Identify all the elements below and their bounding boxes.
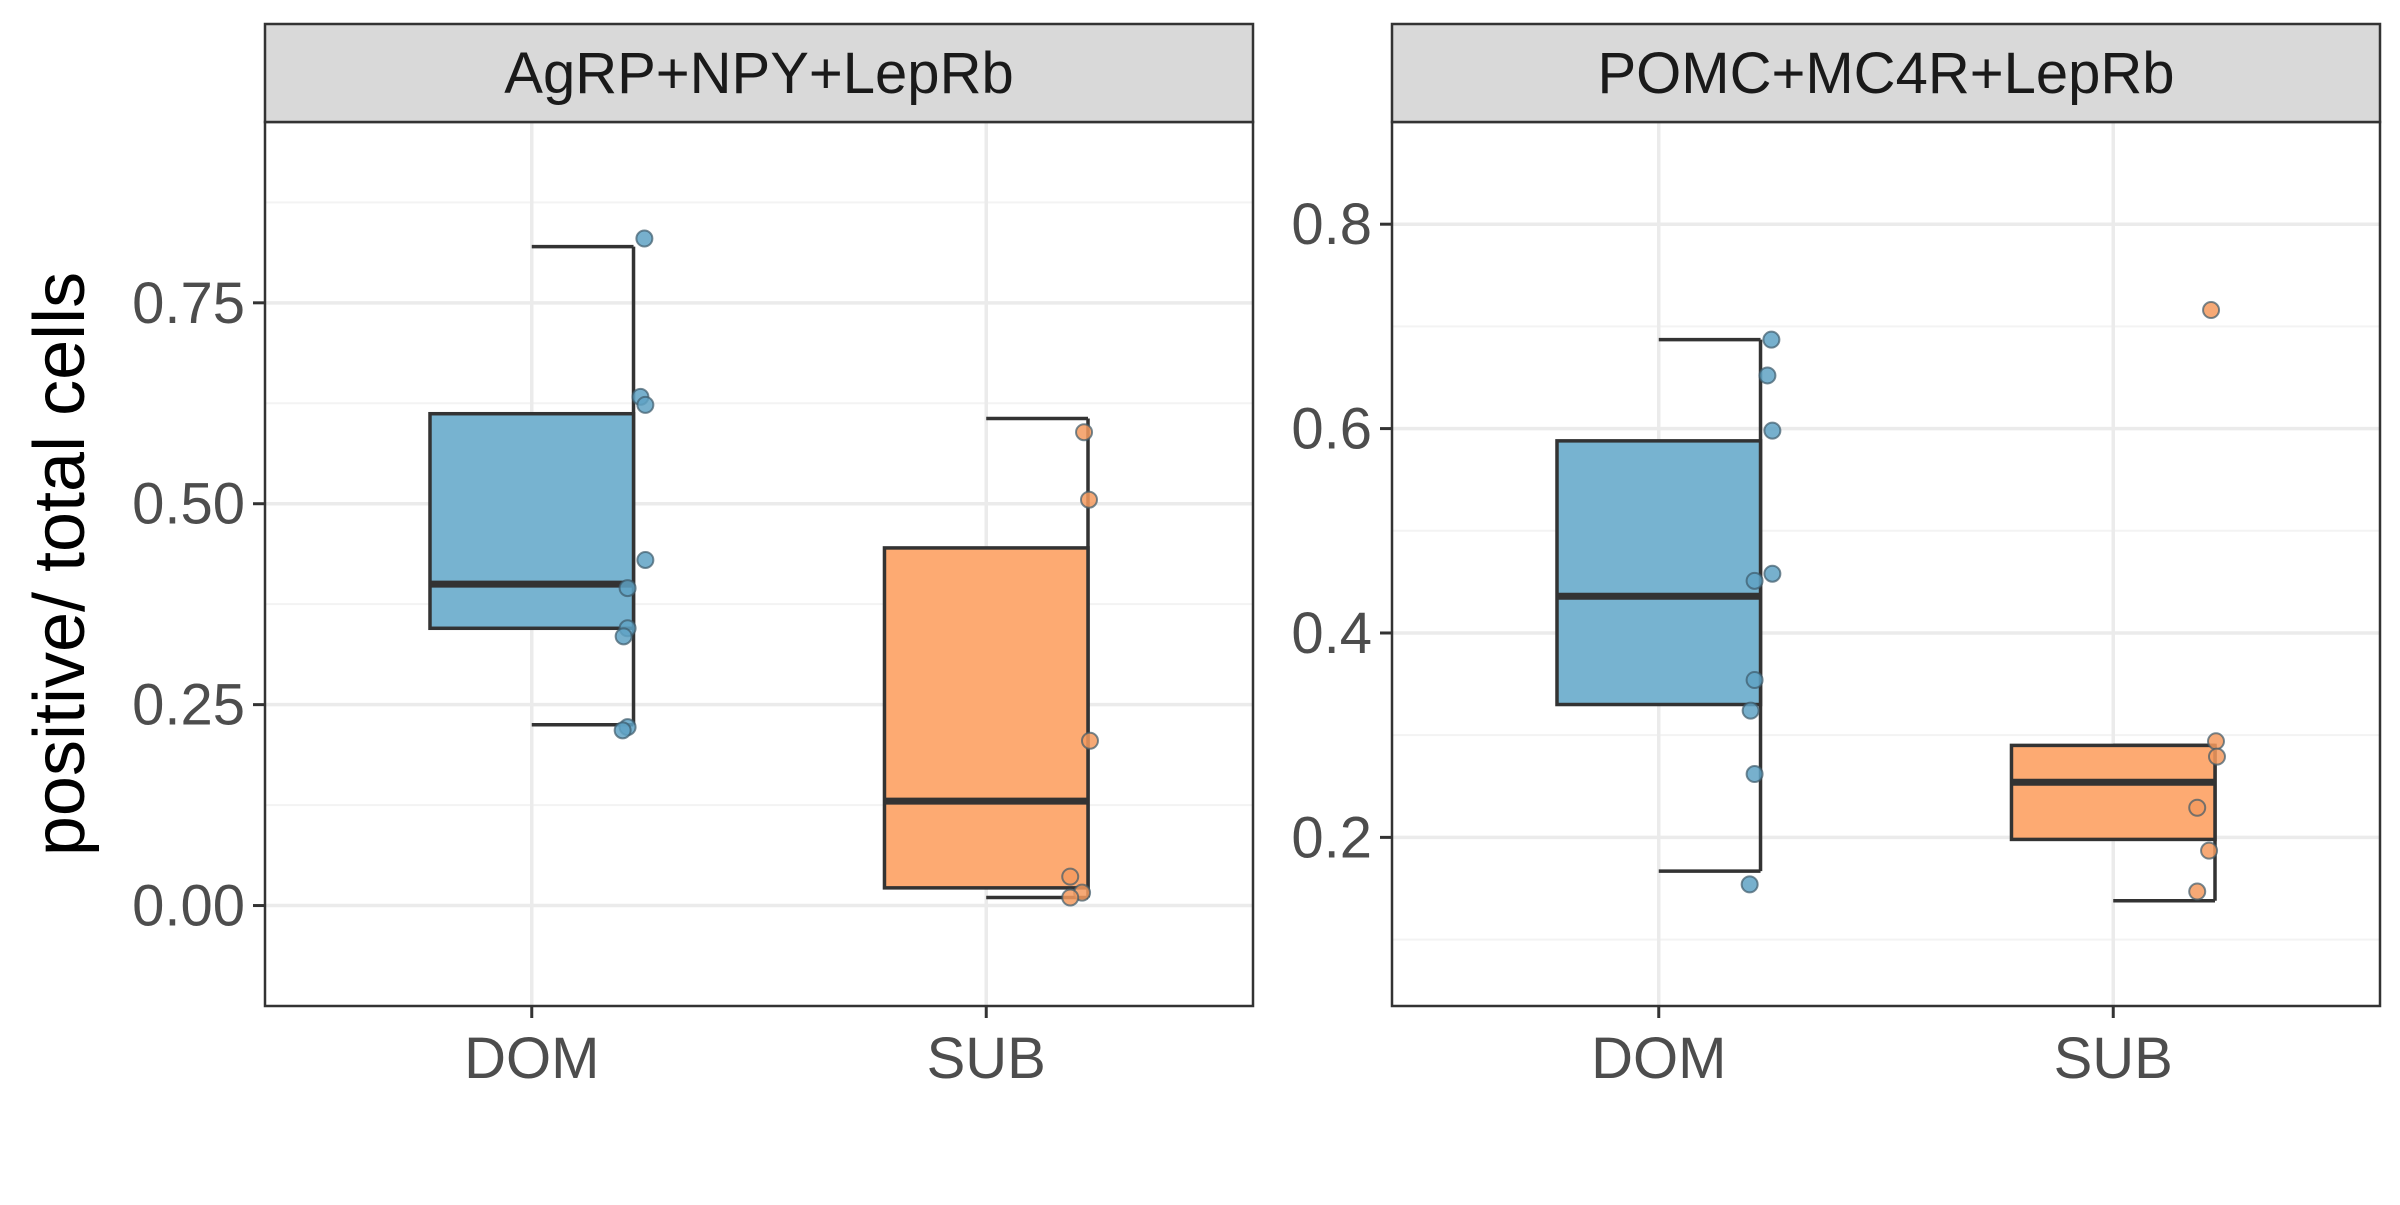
y-tick-label: 0.6 bbox=[1291, 397, 1372, 462]
data-point bbox=[635, 229, 654, 248]
data-point bbox=[1763, 421, 1782, 440]
data-point bbox=[636, 550, 655, 569]
y-tick-label: 0.8 bbox=[1291, 192, 1372, 257]
data-point bbox=[1061, 888, 1080, 907]
data-point bbox=[1741, 701, 1760, 720]
box-dom bbox=[1555, 337, 1763, 873]
box-sub bbox=[2009, 743, 2217, 903]
box-sub bbox=[882, 416, 1090, 900]
data-point bbox=[1745, 670, 1764, 689]
data-point bbox=[1763, 564, 1782, 583]
points-dom bbox=[1740, 330, 1782, 894]
x-tick-label: DOM bbox=[464, 1026, 599, 1091]
box-iqr bbox=[2009, 743, 2217, 842]
y-tick-label: 0.25 bbox=[132, 673, 245, 738]
data-point bbox=[1740, 875, 1759, 894]
strip-background bbox=[263, 22, 1255, 124]
data-point bbox=[1075, 423, 1094, 442]
x-tick-label: DOM bbox=[1591, 1026, 1726, 1091]
data-point bbox=[1061, 867, 1080, 886]
panel-1: AgRP+NPY+LepRb 0.00 0.25 0.50 0.75 DOM SUB bbox=[132, 22, 1255, 1091]
x-tick-label: SUB bbox=[2054, 1026, 2173, 1091]
data-point bbox=[1080, 731, 1099, 750]
y-tick-label: 0.00 bbox=[132, 874, 245, 939]
y-tick-label: 0.50 bbox=[132, 472, 245, 537]
data-point bbox=[1745, 765, 1764, 784]
data-point bbox=[1762, 330, 1781, 349]
data-point bbox=[1745, 571, 1764, 590]
data-point bbox=[2188, 798, 2207, 817]
panel-background bbox=[1392, 122, 2380, 1006]
points-dom bbox=[613, 229, 655, 740]
y-tick-label: 0.75 bbox=[132, 271, 245, 336]
data-point bbox=[1079, 490, 1098, 509]
box-iqr bbox=[882, 546, 1090, 890]
y-tick-label: 0.4 bbox=[1291, 601, 1372, 666]
data-point bbox=[2188, 882, 2207, 901]
box-iqr bbox=[1555, 439, 1763, 707]
box-iqr bbox=[428, 411, 636, 631]
strip-background bbox=[1390, 22, 2382, 124]
panel-background bbox=[265, 122, 1253, 1006]
points-sub bbox=[1061, 423, 1099, 907]
panel-title: AgRP+NPY+LepRb bbox=[504, 41, 1013, 106]
data-point bbox=[2207, 747, 2226, 766]
x-tick-label: SUB bbox=[927, 1026, 1046, 1091]
panel-title: POMC+MC4R+LepRb bbox=[1598, 41, 2175, 106]
data-point bbox=[2206, 732, 2225, 751]
data-point bbox=[2200, 841, 2219, 860]
panel-2: POMC+MC4R+LepRb 0.2 0.4 0.6 0.8 DOM SUB bbox=[1291, 22, 2382, 1091]
data-point bbox=[614, 627, 633, 646]
data-point bbox=[618, 579, 637, 598]
data-point bbox=[1758, 366, 1777, 385]
data-point bbox=[613, 721, 632, 740]
box-dom bbox=[428, 244, 636, 727]
data-point bbox=[636, 395, 655, 414]
data-point bbox=[2202, 301, 2221, 320]
y-tick-label: 0.2 bbox=[1291, 805, 1372, 870]
y-axis-title: positive/ total cells bbox=[20, 272, 100, 856]
points-sub bbox=[2188, 301, 2226, 901]
